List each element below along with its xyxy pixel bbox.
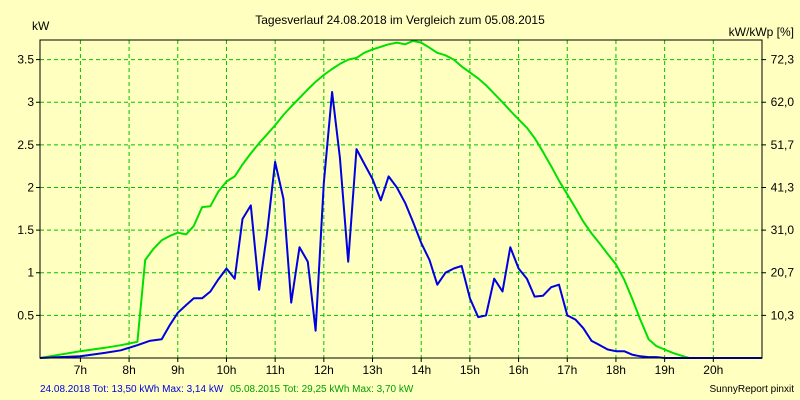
footer-summary-2018: 24.08.2018 Tot: 13,50 kWh Max: 3,14 kW — [40, 384, 224, 395]
y-tick-label-left: 3 — [27, 95, 34, 109]
y-tick-label-left: 2 — [27, 180, 34, 194]
x-tick-label: 14h — [411, 363, 431, 377]
x-tick-label: 19h — [655, 363, 675, 377]
series-line-2018 — [39, 91, 762, 359]
y-tick-label-right: 10,3 — [771, 308, 795, 322]
left-axis-unit-label: kW — [32, 19, 50, 33]
y-tick-label-right: 62,0 — [771, 95, 795, 109]
y-tick-label-right: 51,7 — [771, 138, 795, 152]
x-tick-label: 11h — [266, 363, 285, 377]
y-tick-label-right: 20,7 — [771, 266, 795, 280]
x-tick-label: 7h — [74, 363, 87, 377]
grid-lines — [40, 40, 762, 358]
axis-ticks: 7h 8h 9h 10h 11h 12h 13h 14h 15h 16h 17h 18h 19h 20h 0… — [17, 53, 794, 377]
footer-summary: 24.08.2018 Tot: 13,50 kWh Max: 3,14 kW 0… — [40, 384, 414, 395]
y-tick-label-left: 1.5 — [17, 223, 34, 237]
x-tick-label: 10h — [216, 363, 236, 377]
x-tick-label: 12h — [314, 363, 334, 377]
y-tick-label-left: 2.5 — [17, 138, 34, 152]
x-tick-label: 15h — [460, 363, 480, 377]
y-tick-label-right: 31,0 — [771, 223, 795, 237]
x-tick-label: 20h — [703, 363, 723, 377]
y-tick-label-left: 0.5 — [17, 308, 34, 322]
series-layer — [39, 39, 762, 359]
y-tick-label-left: 1 — [27, 266, 34, 280]
x-tick-label: 16h — [509, 363, 529, 377]
x-tick-label: 18h — [606, 363, 626, 377]
x-tick-label: 9h — [171, 363, 184, 377]
y-tick-label-right: 72,3 — [771, 53, 795, 67]
footer-summary-2015: 05.08.2015 Tot: 29,25 kWh Max: 3,70 kW — [230, 384, 414, 395]
plot-frame — [39, 39, 763, 359]
chart-title: Tagesverlauf 24.08.2018 im Vergleich zum… — [255, 13, 545, 27]
x-tick-label: 8h — [122, 363, 135, 377]
y-tick-label-right: 41,3 — [771, 180, 795, 194]
series-line-2015 — [39, 39, 762, 359]
x-tick-label: 13h — [363, 363, 383, 377]
right-axis-unit-label: kW/kWp [%] — [729, 25, 794, 39]
x-tick-label: 17h — [557, 363, 577, 377]
footer-brand: SunnyReport pinxit — [710, 384, 795, 395]
y-tick-label-left: 3.5 — [17, 53, 34, 67]
